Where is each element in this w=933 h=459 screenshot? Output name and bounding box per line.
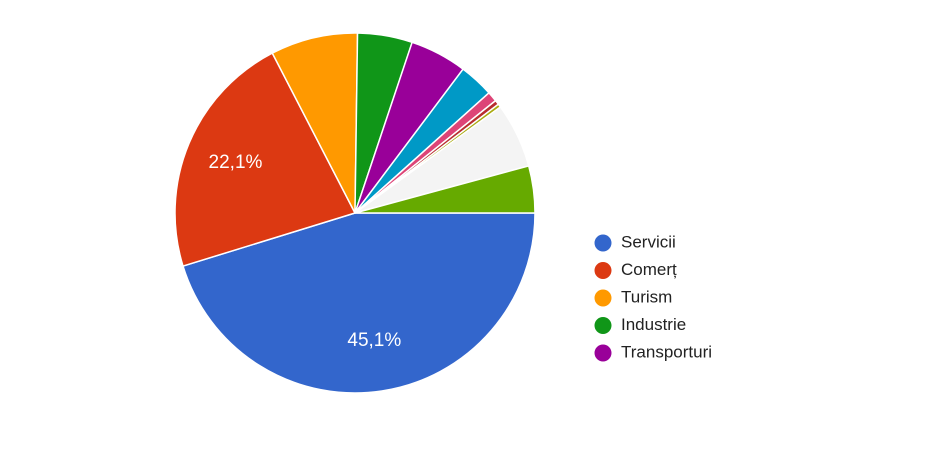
legend-marker <box>594 317 612 334</box>
pie-slice <box>174 52 357 268</box>
legend-label: Comerț <box>621 260 677 279</box>
legend-label: Transporturi <box>621 342 712 361</box>
legend-marker <box>594 262 612 279</box>
legend-marker <box>594 344 612 362</box>
pie-slice <box>182 212 536 394</box>
slice-label: 45,1% <box>347 330 401 351</box>
legend-label: Turism <box>621 287 672 306</box>
legend-label: Industrie <box>621 315 686 334</box>
legend-marker <box>594 289 612 307</box>
slice-label: 22,1% <box>209 152 263 173</box>
pie-slice <box>354 164 536 214</box>
legend-marker <box>594 234 612 252</box>
legend-label: Servicii <box>621 232 676 251</box>
